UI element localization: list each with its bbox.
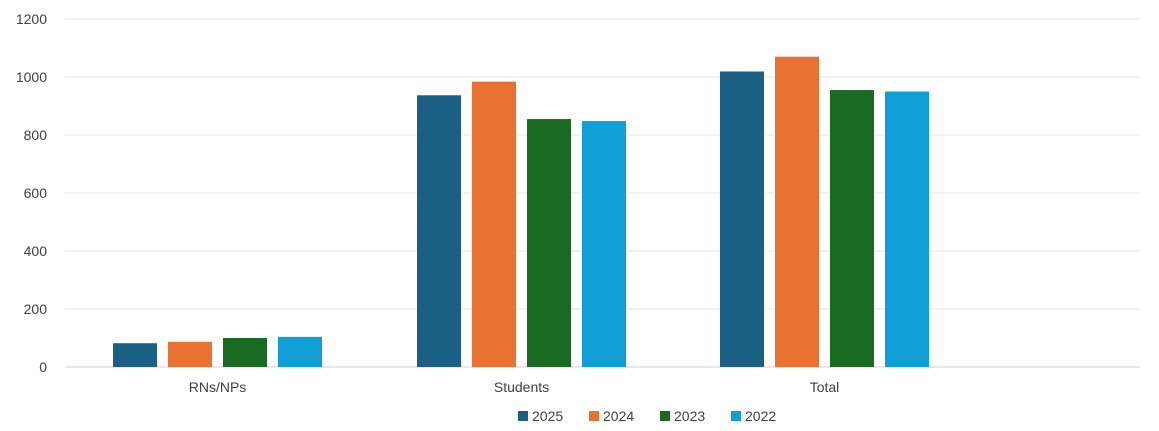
y-tick-label: 600 xyxy=(24,185,48,201)
legend-item-2025: 2025 xyxy=(518,408,563,424)
legend-label: 2025 xyxy=(532,408,563,424)
legend-swatch xyxy=(589,411,599,421)
x-category-label: RNs/NPs xyxy=(189,379,247,395)
y-tick-label: 1200 xyxy=(16,11,47,27)
y-tick-label: 0 xyxy=(39,359,47,375)
legend-label: 2023 xyxy=(674,408,705,424)
y-tick-label: 200 xyxy=(24,301,48,317)
y-tick-label: 800 xyxy=(24,127,48,143)
x-category-label: Students xyxy=(494,379,549,395)
bar-2023-rns-nps xyxy=(223,338,267,367)
bar-2022-rns-nps xyxy=(278,336,322,367)
legend-item-2024: 2024 xyxy=(589,408,634,424)
x-axis-category-labels: RNs/NPs Students Total xyxy=(189,379,840,395)
bars xyxy=(113,56,929,368)
bar-2022-total xyxy=(885,91,929,367)
y-axis-tick-labels: 0 200 400 600 800 1000 1200 xyxy=(16,11,47,375)
legend-label: 2022 xyxy=(745,408,776,424)
legend-swatch xyxy=(731,411,741,421)
bar-2024-students xyxy=(472,81,516,367)
bar-2025-students xyxy=(417,95,461,368)
legend-item-2023: 2023 xyxy=(660,408,705,424)
bar-2023-total xyxy=(830,90,874,368)
legend-swatch xyxy=(518,411,528,421)
bar-2025-total xyxy=(720,71,764,368)
bar-2023-students xyxy=(527,119,571,367)
bar-2025-rns-nps xyxy=(113,343,157,367)
legend-swatch xyxy=(660,411,670,421)
legend-label: 2024 xyxy=(603,408,634,424)
bar-2024-total xyxy=(775,56,819,367)
legend-item-2022: 2022 xyxy=(731,408,776,424)
y-tick-label: 400 xyxy=(24,243,48,259)
bar-2024-rns-nps xyxy=(168,341,212,367)
y-tick-label: 1000 xyxy=(16,69,47,85)
x-category-label: Total xyxy=(810,379,840,395)
bar-2022-students xyxy=(582,121,626,367)
legend: 2025 2024 2023 2022 xyxy=(518,408,776,424)
